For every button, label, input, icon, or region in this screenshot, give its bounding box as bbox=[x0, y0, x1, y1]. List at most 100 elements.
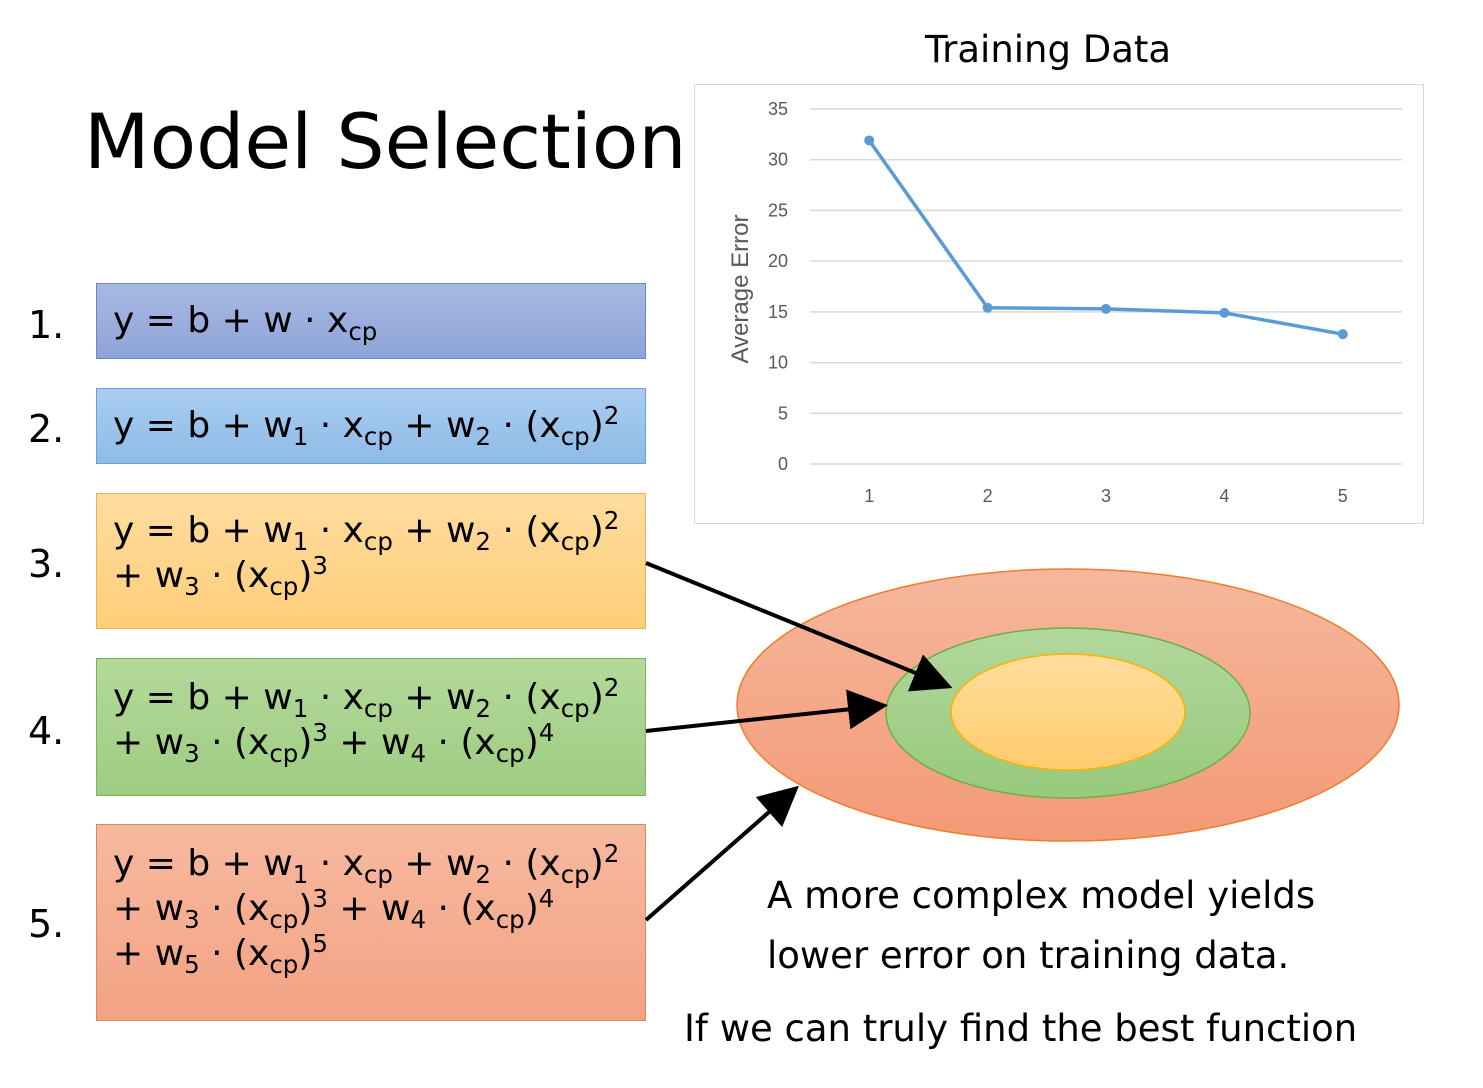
formula-segment: 2 bbox=[603, 401, 620, 430]
formula-segment: · x bbox=[308, 843, 364, 884]
formula-segment: + w bbox=[113, 933, 185, 974]
x-tick-label: 1 bbox=[864, 486, 874, 506]
y-tick-label: 35 bbox=[768, 99, 788, 119]
data-point bbox=[864, 135, 875, 146]
formula-segment: cp bbox=[269, 905, 299, 935]
formula-segment: y = b + w bbox=[113, 677, 293, 718]
y-tick-label: 10 bbox=[768, 353, 788, 373]
formula-segment: 2 bbox=[603, 839, 620, 868]
formula-segment: 3 bbox=[312, 718, 328, 747]
model-number-3: 3. bbox=[28, 542, 65, 586]
formula-segment: cp bbox=[348, 317, 378, 347]
formula-segment: 3 bbox=[184, 572, 200, 602]
formula-segment: · (x bbox=[199, 722, 270, 763]
formula-line: y = b + w1 · xcp + w2 · (xcp)2 bbox=[113, 401, 645, 452]
caption-line-3: If we can truly find the best function bbox=[684, 1007, 1358, 1050]
arrow-model-4 bbox=[645, 689, 888, 733]
formula-segment: ) bbox=[589, 677, 604, 718]
formula-segment: 3 bbox=[312, 551, 328, 580]
formula-segment: 4 bbox=[538, 884, 555, 913]
formula-segment: cp bbox=[495, 905, 525, 935]
formula-segment: 2 bbox=[475, 422, 491, 452]
model-box-1: y = b + w · xcp bbox=[96, 283, 646, 359]
model-number-1: 1. bbox=[28, 303, 65, 347]
formula-segment: ) bbox=[589, 510, 604, 551]
formula-segment: y = b + w bbox=[113, 510, 293, 551]
formula-segment: cp bbox=[560, 527, 590, 557]
formula-segment: ) bbox=[589, 843, 604, 884]
formula-line: y = b + w1 · xcp + w2 · (xcp)2 bbox=[113, 506, 645, 557]
model-number-2: 2. bbox=[28, 407, 65, 451]
formula-segment: · (x bbox=[199, 555, 270, 596]
data-point bbox=[1219, 307, 1230, 318]
y-tick-label: 25 bbox=[768, 200, 788, 220]
caption-line-1: A more complex model yields bbox=[767, 874, 1316, 917]
model-number-5: 5. bbox=[28, 902, 65, 946]
x-tick-labels: 1 2 3 4 5 bbox=[864, 486, 1348, 506]
series-points bbox=[864, 135, 1348, 340]
x-tick-label: 3 bbox=[1101, 486, 1111, 506]
caption-line-2: lower error on training data. bbox=[767, 934, 1290, 977]
data-point bbox=[1337, 329, 1348, 340]
formula-segment: y = b + w bbox=[113, 405, 293, 446]
formula-segment: · (x bbox=[426, 722, 496, 763]
formula-segment: ) bbox=[298, 555, 313, 596]
formula-segment: cp bbox=[560, 422, 590, 452]
formula-segment: + w bbox=[327, 722, 411, 763]
formula-segment: · (x bbox=[491, 510, 561, 551]
formula-segment: + w bbox=[113, 555, 185, 596]
formula-line: + w3 · (xcp)3 + w4 · (xcp)4 bbox=[113, 718, 645, 769]
formula-segment: · (x bbox=[426, 888, 496, 929]
formula-segment: ) bbox=[524, 722, 539, 763]
formula-segment: cp bbox=[269, 950, 299, 980]
formula-segment: y = b + w · x bbox=[113, 300, 349, 341]
x-tick-label: 5 bbox=[1338, 486, 1348, 506]
x-tick-label: 4 bbox=[1219, 486, 1229, 506]
chart-frame bbox=[694, 84, 1424, 524]
formula-line: + w3 · (xcp)3 + w4 · (xcp)4 bbox=[113, 884, 645, 935]
formula-segment: ) bbox=[298, 722, 313, 763]
y-tick-label: 30 bbox=[768, 150, 788, 170]
formula-segment: ) bbox=[298, 933, 313, 974]
formula-line: + w3 · (xcp)3 bbox=[113, 551, 645, 602]
formula-segment: · (x bbox=[491, 677, 561, 718]
formula-segment: · x bbox=[308, 677, 364, 718]
formula-segment: 4 bbox=[538, 718, 555, 747]
formula-segment: cp bbox=[269, 572, 299, 602]
formula-line: + w5 · (xcp)5 bbox=[113, 931, 645, 980]
inner-ellipse-model-3 bbox=[950, 653, 1186, 771]
formula-line: y = b + w · xcp bbox=[113, 298, 645, 347]
y-tick-label: 5 bbox=[778, 403, 788, 423]
formula-segment: 1 bbox=[292, 860, 309, 890]
formula-segment: + w bbox=[392, 677, 476, 718]
y-axis-label: Average Error bbox=[727, 215, 754, 364]
formula-segment: cp bbox=[560, 694, 590, 724]
data-point bbox=[982, 302, 993, 313]
formula-segment: 2 bbox=[475, 860, 491, 890]
model-box-3: y = b + w1 · xcp + w2 · (xcp)2 + w3 · (xc… bbox=[96, 493, 646, 629]
formula-segment: cp bbox=[363, 694, 393, 724]
x-tick-label: 2 bbox=[983, 486, 993, 506]
formula-segment: · (x bbox=[199, 933, 270, 974]
formula-segment: 2 bbox=[603, 506, 620, 535]
chart-title: Training Data bbox=[925, 28, 1172, 71]
data-point bbox=[1101, 303, 1111, 314]
formula-segment: 4 bbox=[410, 739, 427, 769]
y-tick-labels: 0 5 10 15 20 25 30 35 bbox=[768, 99, 788, 474]
formula-segment: + w bbox=[113, 888, 185, 929]
formula-segment: cp bbox=[363, 422, 393, 452]
model-box-4: y = b + w1 · xcp + w2 · (xcp)2 + w3 · (xc… bbox=[96, 658, 646, 796]
formula-segment: 1 bbox=[292, 527, 309, 557]
formula-segment: · x bbox=[308, 510, 364, 551]
formula-segment: 1 bbox=[292, 694, 309, 724]
formula-segment: + w bbox=[327, 888, 411, 929]
formula-segment: 2 bbox=[475, 694, 491, 724]
formula-segment: ) bbox=[298, 888, 313, 929]
formula-segment: + w bbox=[113, 722, 185, 763]
formula-segment: ) bbox=[589, 405, 604, 446]
formula-segment: 2 bbox=[475, 527, 491, 557]
formula-segment: y = b + w bbox=[113, 843, 293, 884]
formula-segment: + w bbox=[392, 843, 476, 884]
arrow-model-5 bbox=[644, 785, 800, 922]
